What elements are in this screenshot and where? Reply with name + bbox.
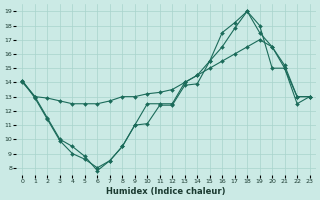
X-axis label: Humidex (Indice chaleur): Humidex (Indice chaleur): [106, 187, 226, 196]
